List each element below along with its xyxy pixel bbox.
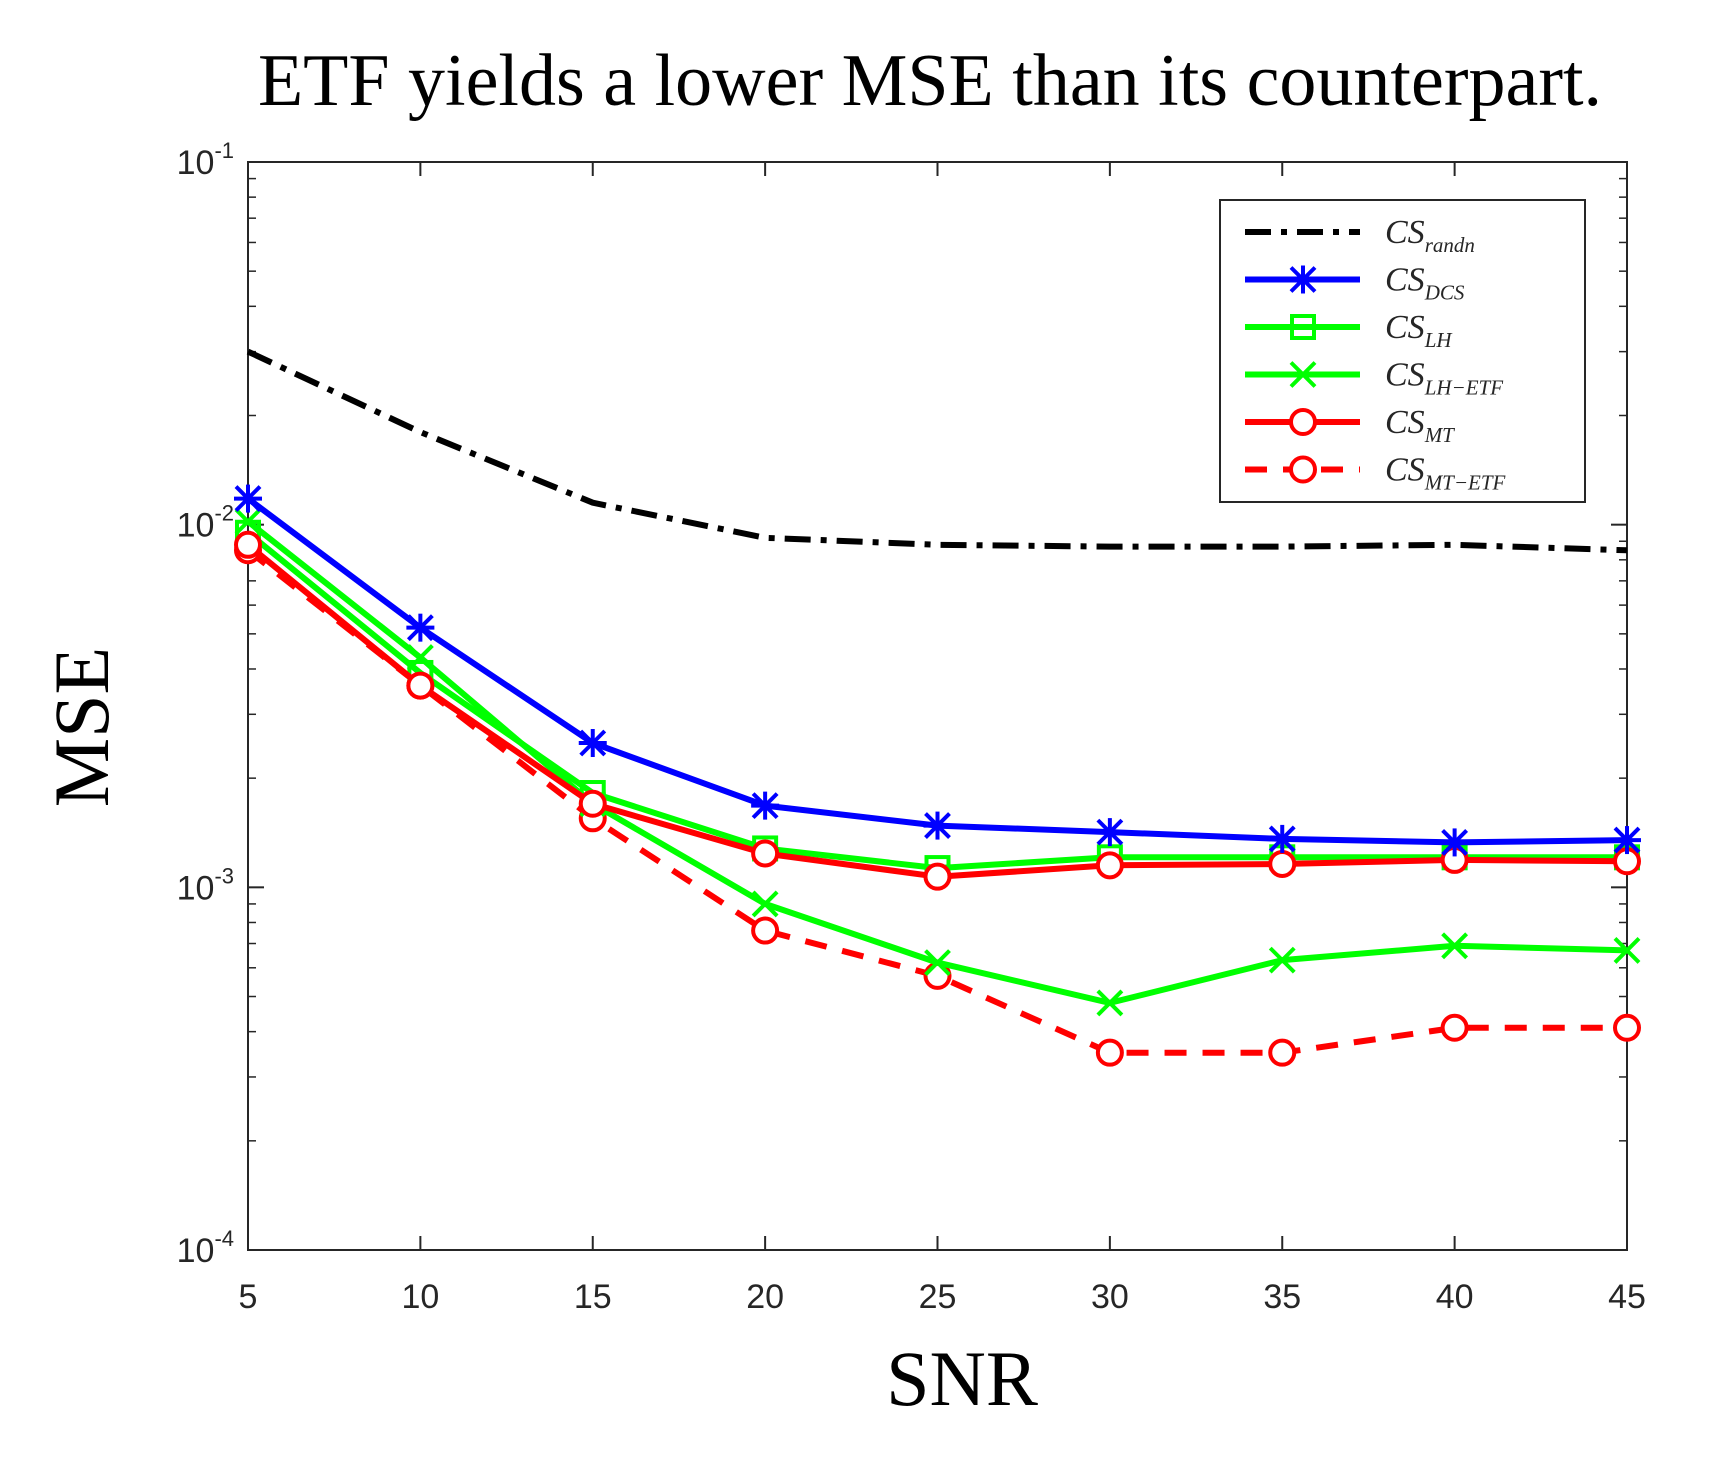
series-layer xyxy=(234,348,1641,1067)
data-point xyxy=(1268,946,1296,974)
legend-item: CSLH−ETF xyxy=(1245,357,1503,400)
data-point xyxy=(924,949,951,977)
legend-label: CSLH−ETF xyxy=(1385,357,1503,400)
data-point xyxy=(923,811,952,840)
legend-label: CSLH xyxy=(1385,309,1453,352)
series-line xyxy=(246,348,1628,554)
data-point xyxy=(1268,824,1297,853)
data-point xyxy=(1613,826,1641,855)
x-tick-label: 5 xyxy=(239,1278,258,1316)
legend-item: CSMT−ETF xyxy=(1245,452,1506,495)
data-point xyxy=(923,862,952,891)
series-randn xyxy=(246,348,1628,554)
data-point xyxy=(1268,849,1297,878)
legend-item: CSrandn xyxy=(1245,214,1475,257)
legend-label: CSDCS xyxy=(1385,262,1465,305)
x-axis: 5 10 15 20 25 30 35 40 45 xyxy=(239,162,1646,1316)
y-tick-label: 10-3 xyxy=(177,863,234,907)
series-mt xyxy=(234,530,1641,891)
y-tick-label: 10-1 xyxy=(177,138,234,182)
data-point xyxy=(578,729,607,758)
legend-item: CSLH xyxy=(1245,309,1453,352)
data-point xyxy=(1441,932,1469,960)
data-point xyxy=(1268,1038,1297,1067)
x-tick-label: 10 xyxy=(401,1278,439,1316)
x-tick-label: 45 xyxy=(1608,1278,1646,1316)
y-tick-label: 10-2 xyxy=(177,501,234,545)
data-point xyxy=(1095,1038,1124,1067)
data-point xyxy=(406,613,435,642)
x-axis-title: SNR xyxy=(886,1335,1038,1422)
legend-item: CSMT xyxy=(1245,404,1455,447)
data-point xyxy=(1613,1013,1641,1042)
legend-marker xyxy=(1289,408,1317,436)
y-tick-label: 10-4 xyxy=(177,1226,234,1270)
y-axis-title: MSE xyxy=(38,647,125,807)
legend-label: CSMT−ETF xyxy=(1385,452,1506,495)
data-point xyxy=(751,791,780,820)
data-point xyxy=(1440,828,1469,857)
data-point xyxy=(1095,851,1124,880)
x-tick-label: 15 xyxy=(574,1278,612,1316)
series-dcs xyxy=(234,484,1641,857)
legend-marker xyxy=(1289,455,1317,484)
data-point xyxy=(406,671,435,700)
legend-marker xyxy=(1289,265,1317,294)
chart-title: ETF yields a lower MSE than its counterp… xyxy=(258,40,1602,122)
legend-label: CSMT xyxy=(1385,404,1455,447)
series-line xyxy=(246,547,1627,1056)
data-point xyxy=(1440,1013,1469,1042)
x-tick-label: 25 xyxy=(919,1278,957,1316)
legend-marker xyxy=(1289,361,1317,388)
legend-item: CSDCS xyxy=(1245,262,1465,305)
x-tick-label: 20 xyxy=(746,1278,784,1316)
legend-marker xyxy=(1290,314,1316,340)
data-point xyxy=(751,890,779,918)
data-point xyxy=(751,916,780,945)
data-point xyxy=(578,789,607,818)
x-tick-label: 35 xyxy=(1263,1278,1301,1316)
data-point xyxy=(234,484,262,513)
x-tick-label: 40 xyxy=(1436,1278,1474,1316)
x-tick-label: 30 xyxy=(1091,1278,1129,1316)
data-point xyxy=(1613,936,1641,964)
data-point xyxy=(234,530,262,559)
data-point xyxy=(751,839,780,868)
data-point xyxy=(1096,989,1124,1017)
legend-label: CSrandn xyxy=(1385,214,1475,257)
data-point xyxy=(1095,818,1124,847)
legend-box xyxy=(1219,199,1586,503)
